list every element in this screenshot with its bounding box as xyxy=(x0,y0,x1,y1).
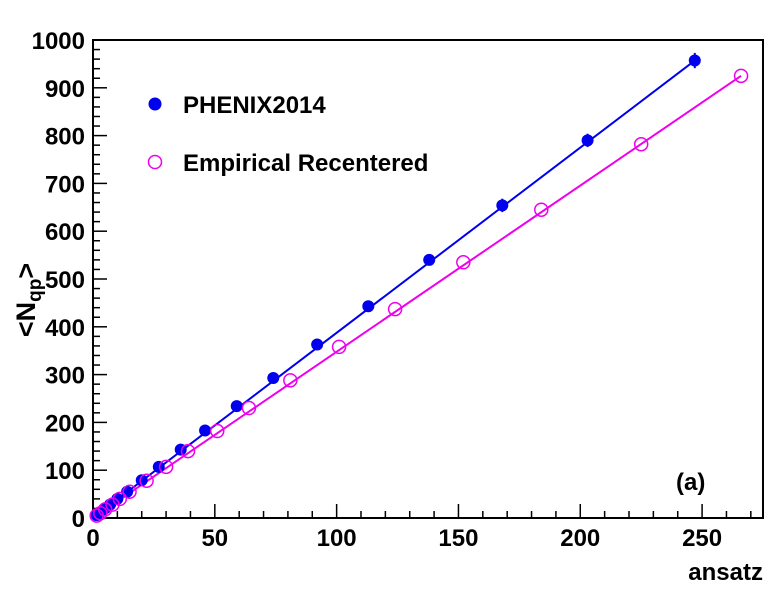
point-empirical-recentered xyxy=(633,136,649,152)
panel-annotation: (a) xyxy=(676,469,705,496)
point-phenix2014 xyxy=(688,54,701,67)
y-tick-label: 800 xyxy=(45,124,85,151)
x-tick-label: 0 xyxy=(86,525,99,552)
fit-line-empirical-recentered xyxy=(92,75,742,519)
x-axis-label: ansatz xyxy=(688,559,763,586)
point-phenix2014 xyxy=(362,300,375,313)
x-tick-label: 100 xyxy=(317,525,357,552)
point-phenix2014 xyxy=(496,199,509,212)
y-tick-label: 900 xyxy=(45,76,85,103)
y-tick-label: 700 xyxy=(45,171,85,198)
point-empirical-recentered xyxy=(283,373,298,388)
x-tick-label: 250 xyxy=(682,525,722,552)
legend-label-phenix2014: PHENIX2014 xyxy=(183,92,326,119)
fit-lines xyxy=(92,59,742,519)
fit-line-phenix2014 xyxy=(92,59,696,519)
y-axis-label-sub: qp xyxy=(25,279,46,302)
y-tick-label: 400 xyxy=(45,315,85,342)
y-axis-label: <Nqp> xyxy=(11,263,46,337)
point-phenix2014 xyxy=(581,134,594,147)
legend-marker-phenix2014 xyxy=(148,97,162,111)
point-empirical-recentered xyxy=(158,459,174,475)
point-empirical-recentered xyxy=(139,473,154,488)
point-empirical-recentered xyxy=(180,443,196,459)
legend-label-empirical-recentered: Empirical Recentered xyxy=(183,150,428,177)
y-tick-label: 200 xyxy=(45,410,85,437)
point-empirical-recentered xyxy=(97,502,113,517)
point-phenix2014 xyxy=(199,424,212,437)
point-phenix2014 xyxy=(267,371,280,384)
legend-marker-empirical-recentered xyxy=(147,154,163,170)
y-axis-label-close: > xyxy=(11,263,41,279)
x-tick-label: 150 xyxy=(438,525,478,552)
y-tick-label: 500 xyxy=(45,267,85,294)
point-empirical-recentered xyxy=(112,491,128,507)
point-empirical-recentered xyxy=(733,68,749,84)
legend: PHENIX2014 Empirical Recentered xyxy=(147,92,428,177)
point-phenix2014 xyxy=(423,253,436,266)
data-points xyxy=(89,52,749,523)
y-tick-label: 1000 xyxy=(32,28,85,55)
point-empirical-recentered xyxy=(456,255,471,270)
point-empirical-recentered xyxy=(387,301,403,317)
y-tick-label: 300 xyxy=(45,363,85,390)
point-empirical-recentered xyxy=(331,339,347,355)
point-phenix2014 xyxy=(230,400,243,413)
point-empirical-recentered xyxy=(93,505,108,521)
axis-ticks: 0 50 100 150 200 250 0 100 200 300 400 500 600 700 800… xyxy=(32,28,752,552)
point-empirical-recentered xyxy=(210,423,225,439)
point-phenix2014 xyxy=(311,338,324,351)
x-tick-label: 200 xyxy=(560,525,600,552)
y-tick-label: 100 xyxy=(45,458,85,485)
point-empirical-recentered xyxy=(122,484,137,499)
y-tick-label: 600 xyxy=(45,219,85,246)
point-empirical-recentered xyxy=(534,202,549,217)
y-tick-label: 0 xyxy=(72,506,85,533)
point-phenix2014 xyxy=(152,460,165,473)
y-axis-label-main: <N xyxy=(11,302,41,337)
point-phenix2014 xyxy=(135,474,148,487)
point-empirical-recentered xyxy=(241,400,257,416)
x-tick-label: 50 xyxy=(201,525,228,552)
